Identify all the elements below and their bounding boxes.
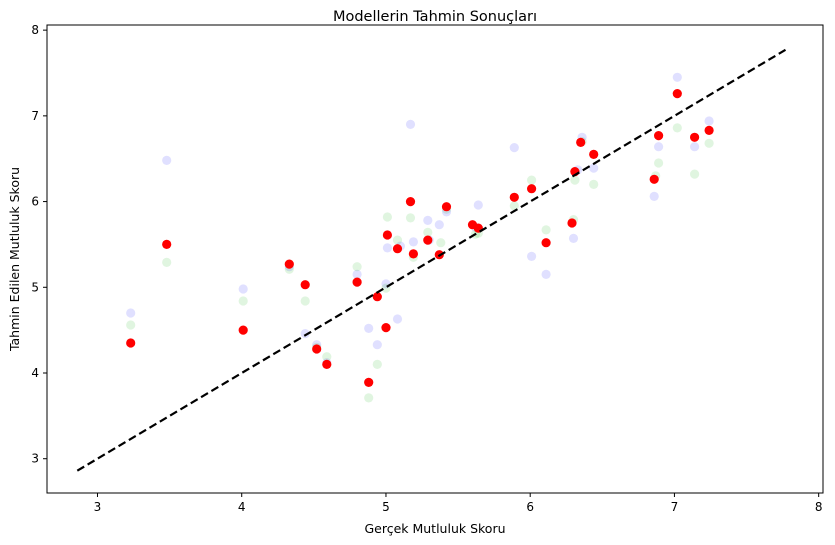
data-point [654, 142, 664, 152]
data-point [576, 137, 586, 147]
data-point [441, 202, 452, 212]
data-point [649, 191, 659, 201]
data-point [589, 163, 599, 173]
data-point [541, 269, 551, 279]
data-point [392, 314, 403, 324]
series-0 [126, 72, 714, 368]
data-point [372, 359, 382, 369]
data-point [372, 340, 382, 350]
data-point [162, 155, 172, 165]
plot-frame [46, 24, 824, 494]
data-point [527, 175, 537, 185]
data-point [589, 179, 599, 189]
reference-line [76, 48, 787, 472]
data-point [704, 138, 714, 148]
y-tick-label: 3 [31, 452, 39, 466]
y-tick-label: 4 [31, 366, 39, 380]
data-point [690, 132, 700, 142]
data-point [704, 125, 714, 135]
y-tick-label: 5 [31, 280, 39, 294]
data-point [405, 119, 416, 129]
data-point [162, 239, 172, 249]
data-point [405, 213, 416, 223]
data-point [672, 72, 682, 82]
data-point [423, 215, 433, 225]
data-point [322, 359, 332, 369]
data-point [436, 238, 446, 248]
x-tick-label: 7 [671, 500, 679, 514]
x-axis-title: Gerçek Mutluluk Skoru [364, 521, 505, 536]
series-2 [126, 89, 714, 387]
data-point [649, 174, 659, 184]
x-tick-label: 4 [238, 500, 246, 514]
chart-title: Modellerin Tahmin Sonuçları [333, 9, 537, 25]
data-point [423, 235, 433, 245]
data-point [690, 142, 700, 152]
data-point [509, 143, 519, 153]
data-point [654, 131, 664, 141]
x-tick-label: 6 [526, 500, 534, 514]
data-point [509, 192, 519, 202]
y-tick-label: 6 [31, 195, 39, 209]
plot-area [76, 48, 787, 472]
x-tick-label: 5 [382, 500, 390, 514]
x-tick-label: 8 [815, 500, 823, 514]
data-point [382, 230, 392, 240]
data-point [392, 235, 403, 245]
axis-ticks: 3 4 5 6 7 8 3 4 5 6 7 8 [31, 23, 822, 514]
data-point [589, 149, 599, 159]
data-point [300, 280, 310, 290]
data-point [364, 393, 374, 403]
data-point [162, 257, 172, 267]
data-point [704, 116, 714, 126]
data-point [527, 251, 537, 261]
data-point [690, 169, 700, 179]
series-1 [126, 123, 714, 403]
data-point [672, 89, 682, 99]
data-point [352, 269, 362, 279]
data-point [126, 308, 136, 318]
data-point [364, 377, 374, 387]
y-tick-label: 8 [31, 23, 39, 37]
data-point [126, 320, 136, 330]
data-point [382, 243, 392, 253]
data-point [408, 237, 418, 247]
data-point [284, 259, 294, 269]
data-point [312, 344, 322, 354]
y-axis-title: Tahmin Edilen Mutluluk Skoru [7, 167, 22, 352]
data-point [473, 200, 483, 210]
data-point [382, 212, 392, 222]
data-point [238, 325, 248, 335]
data-point [567, 218, 577, 228]
data-point [527, 184, 537, 194]
data-point [126, 338, 136, 348]
data-point [509, 201, 519, 211]
data-point [381, 323, 391, 333]
data-point [372, 292, 382, 302]
data-point [570, 175, 580, 185]
data-point [654, 158, 664, 168]
data-point [238, 296, 248, 306]
data-point [352, 262, 362, 272]
x-tick-label: 3 [94, 500, 102, 514]
data-point [541, 238, 551, 248]
data-point [672, 123, 682, 133]
data-point [568, 233, 579, 243]
data-point [300, 296, 310, 306]
data-point [352, 277, 362, 287]
data-point [392, 244, 403, 254]
data-point [408, 249, 418, 259]
data-point [541, 225, 551, 235]
data-point [423, 227, 433, 237]
data-point [300, 329, 310, 339]
data-point [405, 197, 416, 207]
data-point [238, 284, 248, 294]
data-point [434, 220, 444, 230]
data-point [322, 352, 332, 362]
data-point [364, 323, 374, 333]
y-tick-label: 7 [31, 109, 39, 123]
